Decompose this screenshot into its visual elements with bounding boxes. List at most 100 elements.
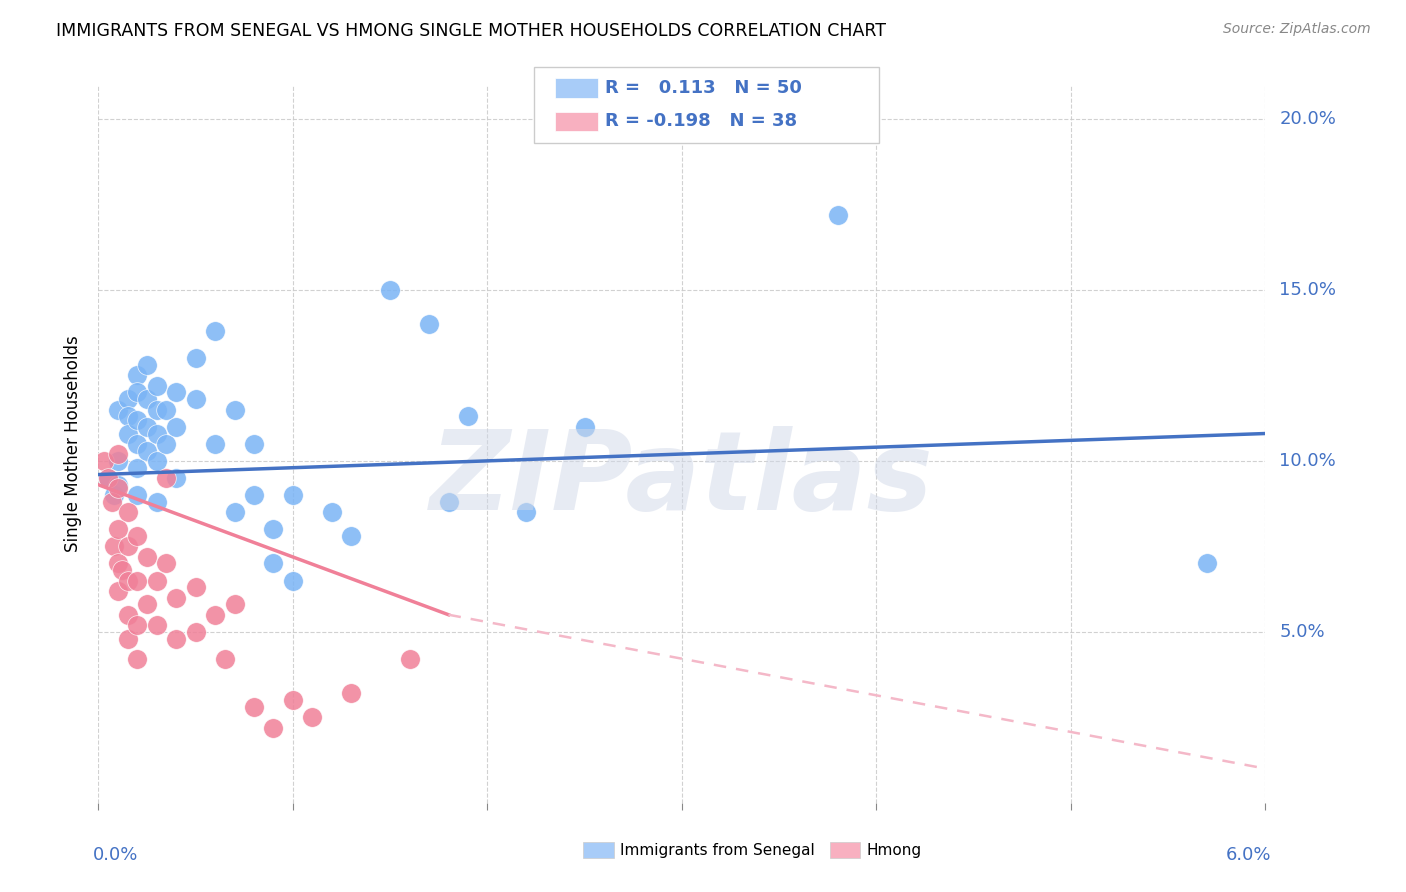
Point — [107, 478, 129, 492]
Point — [107, 522, 129, 536]
Point — [184, 351, 207, 366]
Point — [103, 539, 125, 553]
Point — [146, 402, 169, 417]
Point — [117, 574, 139, 588]
Point — [111, 563, 134, 577]
Point — [224, 402, 246, 417]
Point — [136, 598, 159, 612]
Point — [281, 488, 304, 502]
Point — [136, 358, 159, 372]
Point — [155, 471, 177, 485]
Point — [418, 317, 440, 331]
Point — [184, 624, 207, 639]
Point — [243, 488, 266, 502]
Point — [117, 632, 139, 646]
Point — [204, 607, 226, 622]
Point — [117, 539, 139, 553]
Point — [127, 488, 149, 502]
Point — [101, 495, 124, 509]
Point — [340, 529, 363, 543]
Point — [127, 460, 149, 475]
Text: Source: ZipAtlas.com: Source: ZipAtlas.com — [1223, 22, 1371, 37]
Text: 20.0%: 20.0% — [1279, 110, 1336, 128]
Point — [457, 409, 479, 424]
Point — [127, 436, 149, 450]
Text: 0.0%: 0.0% — [93, 846, 138, 863]
Point — [93, 454, 115, 468]
Point — [243, 700, 266, 714]
Point — [117, 607, 139, 622]
Point — [155, 557, 177, 571]
Point — [103, 488, 125, 502]
Point — [243, 436, 266, 450]
Text: 6.0%: 6.0% — [1226, 846, 1271, 863]
Point — [146, 495, 169, 509]
Point — [827, 208, 849, 222]
Text: 15.0%: 15.0% — [1279, 281, 1336, 299]
Text: 5.0%: 5.0% — [1279, 623, 1324, 640]
Point — [165, 591, 187, 605]
Point — [262, 522, 284, 536]
Point — [107, 481, 129, 495]
Point — [136, 392, 159, 407]
Point — [127, 413, 149, 427]
Point — [127, 368, 149, 383]
Point — [301, 710, 323, 724]
Point — [204, 436, 226, 450]
Point — [107, 447, 129, 461]
Point — [107, 402, 129, 417]
Point — [117, 426, 139, 441]
Point — [398, 652, 420, 666]
Point — [214, 652, 236, 666]
Point — [146, 426, 169, 441]
Point — [224, 598, 246, 612]
Point — [515, 505, 537, 519]
Point — [224, 505, 246, 519]
Point — [97, 471, 120, 485]
Point — [340, 686, 363, 700]
Point — [204, 324, 226, 338]
Text: 10.0%: 10.0% — [1279, 452, 1336, 470]
Point — [165, 385, 187, 400]
Point — [155, 402, 177, 417]
Point — [117, 392, 139, 407]
Point — [117, 505, 139, 519]
Point — [107, 454, 129, 468]
Point — [165, 632, 187, 646]
Point — [127, 652, 149, 666]
Point — [262, 557, 284, 571]
Point — [165, 419, 187, 434]
Point — [97, 471, 120, 485]
Point — [437, 495, 460, 509]
Point — [107, 583, 129, 598]
Point — [1197, 557, 1219, 571]
Text: ZIPatlas: ZIPatlas — [430, 426, 934, 533]
Text: R = -0.198   N = 38: R = -0.198 N = 38 — [605, 112, 797, 130]
Point — [127, 574, 149, 588]
Text: Hmong: Hmong — [866, 843, 921, 857]
Point — [146, 378, 169, 392]
Point — [165, 471, 187, 485]
Point — [136, 419, 159, 434]
Point — [281, 693, 304, 707]
Point — [127, 385, 149, 400]
Point — [281, 574, 304, 588]
Point — [127, 529, 149, 543]
Point — [136, 549, 159, 564]
Point — [155, 436, 177, 450]
Text: Immigrants from Senegal: Immigrants from Senegal — [620, 843, 815, 857]
Point — [184, 581, 207, 595]
Text: R =   0.113   N = 50: R = 0.113 N = 50 — [605, 79, 801, 97]
Point — [184, 392, 207, 407]
Text: IMMIGRANTS FROM SENEGAL VS HMONG SINGLE MOTHER HOUSEHOLDS CORRELATION CHART: IMMIGRANTS FROM SENEGAL VS HMONG SINGLE … — [56, 22, 886, 40]
Point — [146, 618, 169, 632]
Point — [574, 419, 596, 434]
Point — [107, 557, 129, 571]
Point — [136, 443, 159, 458]
Point — [262, 721, 284, 735]
Y-axis label: Single Mother Households: Single Mother Households — [65, 335, 83, 552]
Point — [127, 618, 149, 632]
Point — [146, 454, 169, 468]
Point — [146, 574, 169, 588]
Point — [117, 409, 139, 424]
